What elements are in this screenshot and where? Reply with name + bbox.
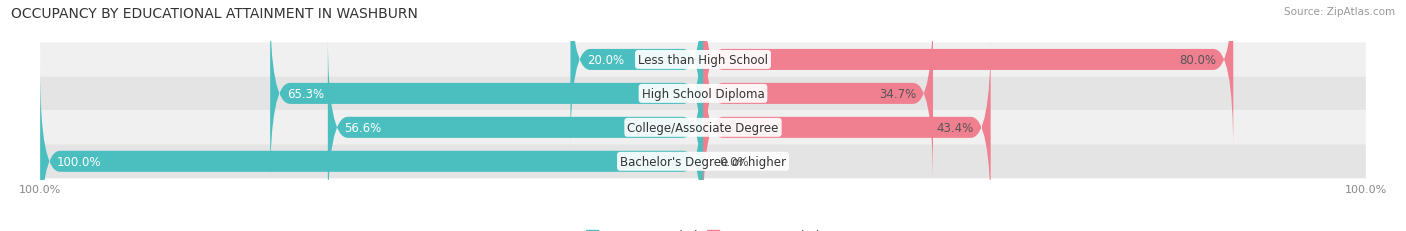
Text: Less than High School: Less than High School <box>638 54 768 67</box>
Text: 43.4%: 43.4% <box>936 121 974 134</box>
FancyBboxPatch shape <box>703 0 1233 151</box>
FancyBboxPatch shape <box>270 3 703 185</box>
FancyBboxPatch shape <box>703 37 991 219</box>
FancyBboxPatch shape <box>571 0 703 151</box>
Text: 100.0%: 100.0% <box>56 155 101 168</box>
Text: 20.0%: 20.0% <box>588 54 624 67</box>
Text: High School Diploma: High School Diploma <box>641 88 765 100</box>
FancyBboxPatch shape <box>41 77 1365 111</box>
Text: OCCUPANCY BY EDUCATIONAL ATTAINMENT IN WASHBURN: OCCUPANCY BY EDUCATIONAL ATTAINMENT IN W… <box>11 7 418 21</box>
FancyBboxPatch shape <box>703 3 934 185</box>
Text: College/Associate Degree: College/Associate Degree <box>627 121 779 134</box>
Text: Bachelor's Degree or higher: Bachelor's Degree or higher <box>620 155 786 168</box>
Text: 34.7%: 34.7% <box>879 88 917 100</box>
Text: 0.0%: 0.0% <box>720 155 749 168</box>
Text: 80.0%: 80.0% <box>1180 54 1216 67</box>
Text: 65.3%: 65.3% <box>287 88 323 100</box>
Text: 56.6%: 56.6% <box>344 121 381 134</box>
Text: Source: ZipAtlas.com: Source: ZipAtlas.com <box>1284 7 1395 17</box>
FancyBboxPatch shape <box>328 37 703 219</box>
Legend: Owner-occupied, Renter-occupied: Owner-occupied, Renter-occupied <box>581 224 825 231</box>
FancyBboxPatch shape <box>41 43 1365 77</box>
FancyBboxPatch shape <box>41 111 1365 145</box>
FancyBboxPatch shape <box>41 145 1365 179</box>
FancyBboxPatch shape <box>41 71 703 231</box>
